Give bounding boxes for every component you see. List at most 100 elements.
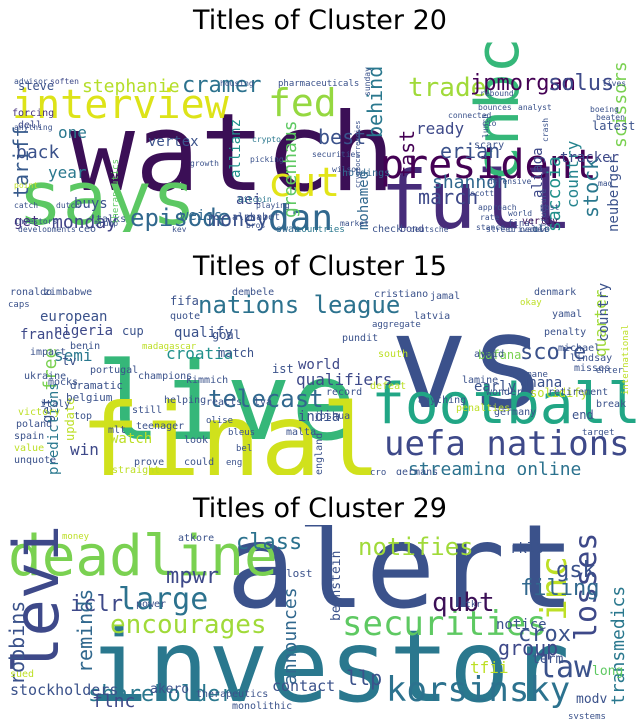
word-encourages: encourages <box>110 610 267 640</box>
word-says: says <box>18 156 196 232</box>
word-securities: securities <box>342 604 547 644</box>
word-korsinsky: korsinsky <box>386 670 570 710</box>
word-growth: growth <box>190 159 219 168</box>
word-weiss: weiss <box>180 208 222 224</box>
word-picking: picking <box>250 155 284 164</box>
word-pundit: pundit <box>342 333 378 344</box>
word-erian: erian <box>440 139 500 163</box>
word-ronaldo: ronaldo <box>10 287 52 298</box>
word-soften: soften <box>50 77 79 86</box>
word-notifies: notifies <box>358 533 474 561</box>
word-akero: akero <box>150 682 189 697</box>
word-bros: bros <box>246 221 265 230</box>
word-cristiano: cristiano <box>374 289 428 300</box>
word-structure: structure <box>539 188 548 232</box>
word-crash: crash <box>541 118 550 142</box>
word-llp: llp <box>346 666 382 690</box>
word-therapeutics: therapeutics <box>196 689 268 700</box>
word-anything: anything <box>14 123 53 132</box>
word-final: final <box>80 382 381 475</box>
word-ghana: ghana <box>520 375 562 391</box>
word-quarter: quarter <box>591 289 610 357</box>
word-telecast: telecast <box>208 385 324 413</box>
word-qualify: qualify <box>174 325 233 341</box>
word-qualifiers: qualifiers <box>296 370 392 389</box>
word-predictions: predictions <box>46 382 62 475</box>
word-cup: cup <box>122 324 144 338</box>
word-eng: eng <box>226 458 242 468</box>
word-bounces: bounces <box>478 103 512 112</box>
word-win: win <box>70 440 99 459</box>
word-shareholders: shareholders <box>88 682 247 707</box>
word-international: international <box>621 325 631 395</box>
word-ceo: ceo <box>78 224 96 232</box>
word-interview: interview <box>12 82 230 128</box>
word-announces: announces <box>280 587 301 685</box>
word-best: best <box>318 125 366 149</box>
word-malta: malta <box>286 427 316 438</box>
word-dell: dell <box>18 120 42 131</box>
word-scissors: scissors <box>610 61 631 148</box>
word-monolithic: monolithic <box>232 701 292 712</box>
word-stock: stock <box>579 158 603 218</box>
word-croatia: croatia <box>166 344 233 363</box>
word-champions: champions <box>138 371 192 382</box>
word-steve: steve <box>18 79 54 93</box>
word-fast: fast <box>395 130 419 178</box>
word-olise: olise <box>206 416 233 426</box>
word-investor: investor <box>88 608 570 719</box>
word-defensive: defensive <box>488 177 532 186</box>
word-rate: rate <box>480 213 499 222</box>
word-goal: goal <box>212 328 241 342</box>
word-dramatic: dramatic <box>70 379 123 392</box>
word-bel: bel <box>236 444 252 454</box>
word-catch: catch <box>14 201 38 210</box>
word-market: market <box>340 219 369 228</box>
word-france: france <box>20 327 71 343</box>
word-dembele: dembele <box>232 287 274 298</box>
word-bleus: bleus <box>228 428 255 438</box>
word-benin: benin <box>70 341 100 352</box>
word-country: country <box>563 140 582 208</box>
word-atkr: atkr <box>460 600 482 610</box>
word-ist: ist <box>272 362 294 376</box>
word-holdings: holdings <box>342 168 390 179</box>
word-yamal: yamal <box>552 309 582 320</box>
word-systems: systems <box>568 712 606 719</box>
word-watch: watch <box>110 431 152 447</box>
word-helping: helping <box>164 395 206 406</box>
word-crox: crox <box>518 622 571 647</box>
word-south: south <box>378 349 408 360</box>
word-cramer: cramer <box>182 73 261 98</box>
word-tariff: tariff <box>9 126 33 198</box>
word-cio: cio <box>482 119 497 128</box>
word-could: could <box>184 457 214 468</box>
word-early: early <box>474 379 516 395</box>
word-greenhaus: greenhaus <box>280 120 301 218</box>
word-wilson: wilson <box>332 165 361 174</box>
word-stephanie: stephanie <box>82 76 180 97</box>
word-spain: spain <box>14 431 44 442</box>
word-analyst: analyst <box>518 103 552 112</box>
word-zimbabwe: zimbabwe <box>44 287 92 298</box>
word-mad: mad <box>598 179 613 188</box>
word-check: check <box>372 224 402 232</box>
word-nigeria: nigeria <box>54 323 113 339</box>
word-aei: aei <box>236 192 261 208</box>
word-money: money <box>208 207 268 231</box>
word-neuberger: neuberger <box>606 156 622 232</box>
word-pharmaceuticals: pharmaceuticals <box>278 79 359 89</box>
word-score: score <box>520 340 586 365</box>
word-england: england <box>314 433 325 475</box>
word-value: value <box>14 443 44 454</box>
word-dutch: dutch <box>56 201 80 210</box>
word-long: long <box>592 664 623 679</box>
word-streaming-online: streaming online <box>408 459 581 475</box>
word-aggregate: aggregate <box>372 320 421 330</box>
word-penalties: penalties <box>456 403 510 414</box>
word-european: european <box>40 309 107 325</box>
word-denmark: denmark <box>534 287 576 298</box>
word-rebound: rebound <box>480 89 514 98</box>
word-gsk: gsk <box>556 558 596 583</box>
